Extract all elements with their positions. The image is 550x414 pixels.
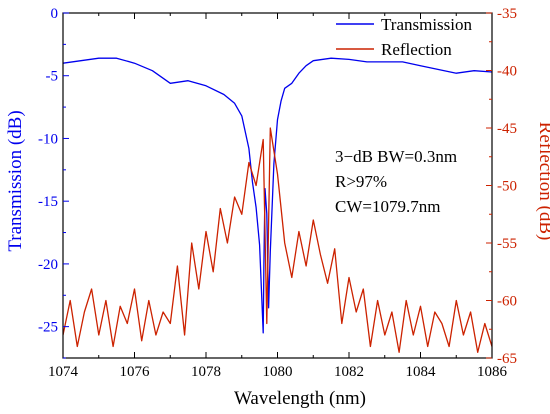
legend: Transmission Reflection	[336, 15, 473, 59]
y-left-tick-label: 0	[51, 6, 59, 22]
x-axis-label: Wavelength (nm)	[234, 388, 366, 409]
x-tick-label: 1086	[477, 364, 508, 380]
x-tick-label: 1082	[334, 364, 364, 380]
x-tick-label: 1078	[191, 364, 221, 380]
x-tick-label: 1084	[406, 364, 437, 380]
y-right-tick-label: -65	[497, 351, 517, 367]
x-tick-label: 1076	[120, 364, 151, 380]
y-right-tick-label: -55	[497, 236, 517, 252]
annotation-bandwidth: 3−dB BW=0.3nm	[335, 147, 457, 166]
x-tick-label: 1080	[263, 364, 293, 380]
y-left-tick-label: -15	[38, 194, 58, 210]
legend-label-transmission: Transmission	[381, 15, 473, 34]
y-left-tick-label: -25	[38, 320, 58, 336]
y-left-tick-label: -10	[38, 131, 58, 147]
y-left-axis-label: Transmission (dB)	[5, 110, 26, 251]
y-right-tick-label: -40	[497, 64, 517, 80]
y-left-axis-ticks: 0 -5 -10 -15 -20 -25	[38, 6, 69, 359]
y-right-tick-label: -50	[497, 179, 517, 195]
y-right-axis-ticks: -35 -40 -45 -50 -55 -60 -65	[486, 6, 517, 367]
y-left-tick-label: -20	[38, 257, 58, 273]
series-line-reflection	[63, 127, 492, 353]
annotation-reflectivity: R>97%	[335, 172, 387, 191]
x-axis-ticks: 1074 1076 1078 1080 1082 1084 1086	[48, 13, 508, 380]
annotation-block: 3−dB BW=0.3nm R>97% CW=1079.7nm	[335, 147, 457, 216]
y-right-tick-label: -45	[497, 121, 517, 137]
x-tick-label: 1074	[48, 364, 79, 380]
legend-label-reflection: Reflection	[381, 40, 452, 59]
annotation-center-wavelength: CW=1079.7nm	[335, 197, 440, 216]
y-right-tick-label: -60	[497, 294, 517, 310]
y-right-axis-label: Reflection (dB)	[535, 122, 550, 241]
y-left-tick-label: -5	[46, 69, 59, 85]
y-right-tick-label: -35	[497, 6, 517, 22]
